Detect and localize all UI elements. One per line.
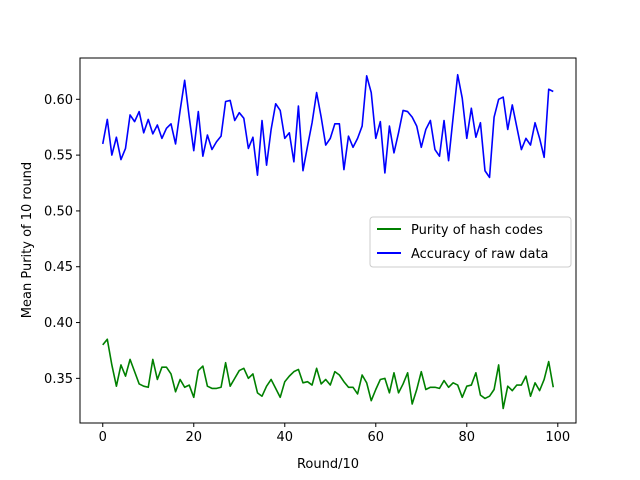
y-tick-label: 0.45 — [44, 260, 73, 275]
y-tick-label: 0.40 — [44, 316, 73, 331]
series-line-accuracy — [101, 73, 554, 179]
series-layer — [101, 73, 555, 410]
legend-label-accuracy: Accuracy of raw data — [411, 247, 549, 262]
y-tick-label: 0.55 — [44, 149, 73, 164]
x-tick-label: 20 — [185, 430, 202, 445]
y-tick-label: 0.35 — [44, 372, 73, 387]
x-axis-label: Round/10 — [297, 457, 359, 472]
y-tick-label: 0.50 — [44, 204, 73, 219]
legend-label-purity: Purity of hash codes — [411, 223, 543, 238]
series-line-purity — [102, 338, 555, 410]
x-tick-label: 40 — [276, 430, 293, 445]
x-tick-label: 80 — [459, 430, 476, 445]
y-axis-ticks: 0.35 0.40 0.45 0.50 0.55 0.60 — [44, 93, 80, 387]
x-axis-ticks: 0 20 40 60 80 100 — [99, 423, 570, 445]
legend-box — [369, 216, 572, 268]
plot-frame — [79, 57, 577, 424]
x-tick-label: 60 — [368, 430, 385, 445]
y-axis-label: Mean Purity of 10 round — [20, 162, 35, 318]
x-tick-label: 0 — [99, 430, 107, 445]
legend: Purity of hash codes Accuracy of raw dat… — [369, 216, 572, 268]
y-tick-label: 0.60 — [44, 93, 73, 108]
x-tick-label: 100 — [545, 430, 570, 445]
